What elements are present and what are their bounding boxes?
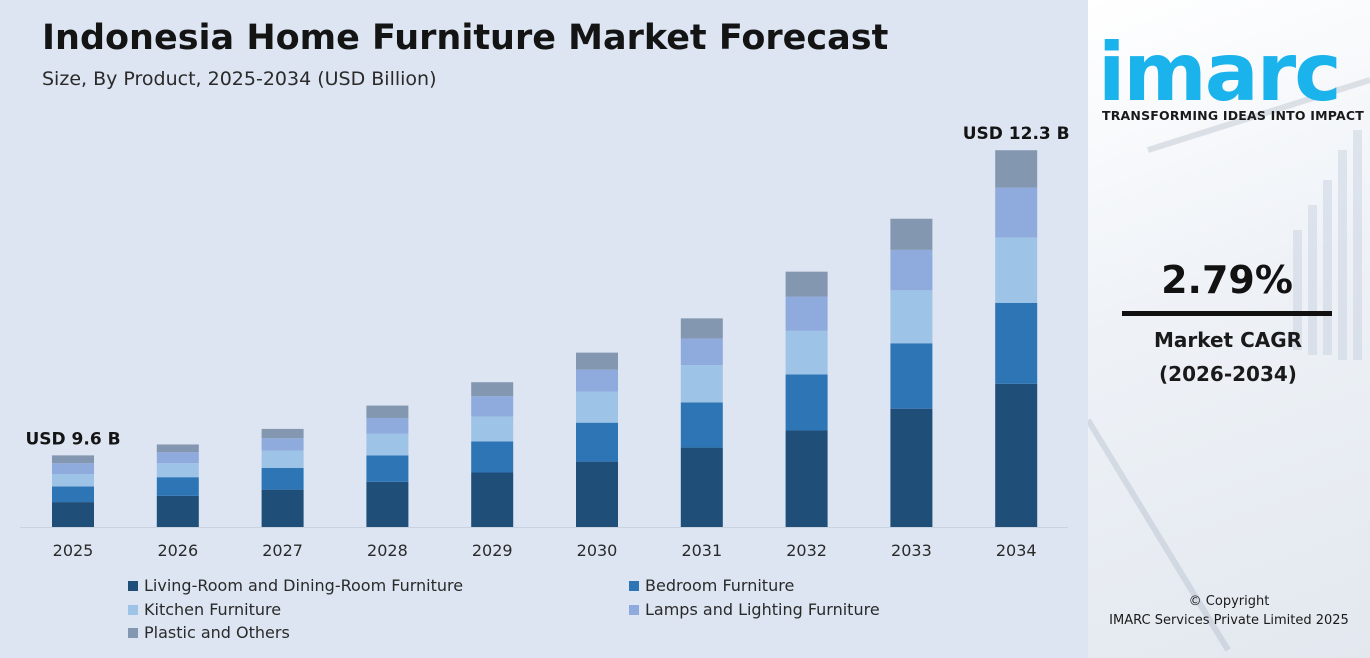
bar-2025-series-1 [52,502,94,527]
bar-2028-series-4 [366,418,409,434]
legend-label: Kitchen Furniture [144,600,282,619]
total-value-label: USD 9.6 B [25,429,120,449]
bar-2032-series-5 [785,271,828,297]
x-tick-label: 2033 [891,541,932,560]
legend-swatch [128,580,138,591]
bar-2026-series-5 [156,444,199,453]
bar-2030-series-3 [576,391,618,423]
x-tick-label: 2031 [681,541,722,560]
imarc-logo: imarc [1100,26,1342,109]
bar-2033-series-3 [890,290,933,344]
copyright-line-1: © Copyright [1188,594,1270,609]
copyright-line-2: IMARC Services Private Limited 2025 [1109,613,1349,628]
bar-2026-series-4 [156,452,199,464]
bar-2025-series-3 [52,474,94,487]
x-tick-label: 2028 [367,541,408,560]
legend-item: Kitchen Furniture [128,600,281,619]
legend-item: Plastic and Others [128,623,290,642]
x-tick-label: 2026 [157,541,198,560]
bar-2029-series-4 [471,396,514,417]
bar-2028-series-2 [366,455,409,482]
stacked-bar-chart: 2025 USD 9.6 B 2026 2027 2028 2029 2030 2031 203… [20,124,1070,560]
x-tick-label: 2034 [996,541,1037,560]
x-tick-label: 2025 [53,541,94,560]
x-tick-label: 2027 [262,541,303,560]
bar-2027-series-3 [261,450,304,468]
bar-2025-series-5 [52,455,94,464]
bar-2026-series-1 [156,495,199,527]
copyright-notice: © Copyright IMARC Services Private Limit… [1088,592,1370,630]
bar-2030-series-1 [576,461,618,527]
bar-2029-series-2 [471,441,514,473]
cagr-period: (2026-2034) [1159,362,1297,386]
legend-swatch [629,604,639,615]
bar-2030-series-4 [576,369,618,392]
bar-2030-series-2 [576,422,618,462]
chart-subtitle: Size, By Product, 2025-2034 (USD Billion… [42,68,437,90]
bar-2029-series-3 [471,416,514,442]
bar-2032-series-2 [785,374,828,431]
bar-2025-series-4 [52,463,94,475]
cagr-divider [1122,311,1332,316]
bar-2027-series-1 [261,489,304,527]
bar-2034-series-4 [995,187,1038,238]
legend-label: Bedroom Furniture [645,576,795,595]
x-tick-label: 2032 [786,541,827,560]
legend-label: Lamps and Lighting Furniture [645,600,880,619]
bar-2034-series-2 [995,302,1038,384]
bar-2031-series-1 [680,447,723,527]
legend-label: Living-Room and Dining-Room Furniture [144,576,464,595]
bar-2033-series-5 [890,218,933,250]
bar-2027-series-4 [261,438,304,451]
bar-2034-series-5 [995,150,1038,188]
chart-panel: Indonesia Home Furniture Market Forecast… [0,0,1088,658]
bar-2031-series-2 [680,402,723,448]
cagr-label: Market CAGR [1153,328,1303,352]
brand-tagline: TRANSFORMING IDEAS INTO IMPACT [1102,108,1364,123]
chart-title: Indonesia Home Furniture Market Forecast [42,18,889,58]
bar-2027-series-2 [261,467,304,490]
bar-2030-series-5 [576,352,618,370]
x-tick-label: 2030 [577,541,618,560]
bar-2029-series-1 [471,472,514,527]
bar-2031-series-3 [680,365,723,403]
bar-2027-series-5 [261,428,304,439]
bar-2032-series-4 [785,296,828,331]
bar-2032-series-1 [785,430,828,527]
legend-swatch [128,604,138,615]
legend-item: Living-Room and Dining-Room Furniture [128,576,463,595]
svg-text:imarc: imarc [1100,26,1340,109]
bar-2026-series-2 [156,477,199,496]
x-tick-label: 2029 [472,541,513,560]
bar-2032-series-3 [785,330,828,375]
bar-2029-series-5 [471,382,514,397]
legend-label: Plastic and Others [144,623,290,642]
bar-2025-series-2 [52,486,94,503]
bar-2033-series-1 [890,408,933,527]
bar-2034-series-1 [995,383,1038,527]
legend-swatch [629,580,639,591]
bar-2033-series-4 [890,249,933,291]
total-value-label: USD 12.3 B [963,124,1070,144]
brand-panel: imarc TRANSFORMING IDEAS INTO IMPACT 2.7… [1088,0,1370,658]
background-chart-graphic [1088,77,1370,652]
bar-2031-series-4 [680,338,723,366]
legend-swatch [128,627,138,638]
cagr-value: 2.79% [1161,258,1293,302]
bar-2031-series-5 [680,318,723,339]
bar-2028-series-5 [366,405,409,419]
bar-2033-series-2 [890,343,933,409]
bar-2034-series-3 [995,237,1038,303]
bar-2028-series-3 [366,433,409,456]
bar-2026-series-3 [156,463,199,478]
legend-item: Bedroom Furniture [629,576,794,595]
bar-2028-series-1 [366,481,409,527]
legend-item: Lamps and Lighting Furniture [629,600,880,619]
